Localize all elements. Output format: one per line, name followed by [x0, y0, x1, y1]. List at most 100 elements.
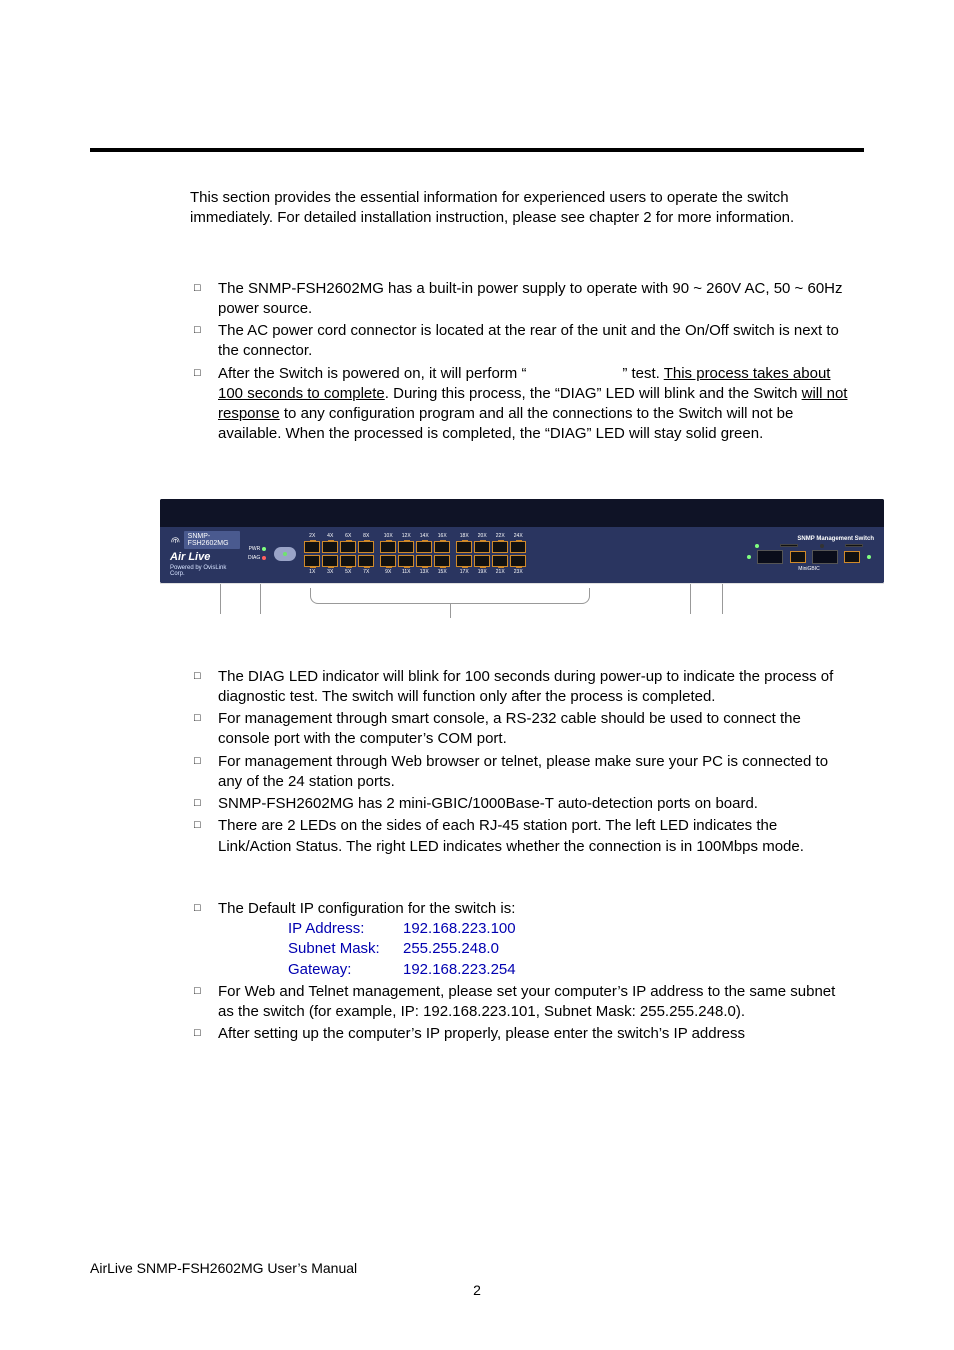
port-block: 10X12X14X16X 9X11X13X15X — [380, 533, 450, 575]
port-num: 23X — [510, 569, 526, 575]
port-num: 16X — [434, 533, 450, 539]
port-num: 19X — [474, 569, 490, 575]
page-root: This section provides the essential info… — [0, 0, 954, 1350]
status-led — [747, 555, 751, 559]
list-item: The Default IP configuration for the swi… — [190, 899, 854, 980]
list-item: SNMP-FSH2602MG has 2 mini-GBIC/1000Base-… — [190, 794, 854, 814]
port-num: 10X — [380, 533, 396, 539]
callout-line — [722, 584, 723, 614]
switch-top-panel — [160, 499, 884, 527]
status-led — [820, 544, 824, 548]
text-fragment: . During this process, the “DIAG” LED wi… — [385, 385, 802, 402]
brand-subtext: Powered by OvisLink Corp. — [170, 565, 240, 577]
rj45-port — [456, 541, 472, 553]
ip-config-list: The Default IP configuration for the swi… — [190, 899, 854, 1045]
callout-line — [690, 584, 691, 614]
rj45-port — [474, 555, 490, 567]
port-num: 7X — [358, 569, 374, 575]
front-panel-list: The DIAG LED indicator will blink for 10… — [190, 667, 854, 857]
callout-row — [160, 583, 884, 619]
port-num: 12X — [398, 533, 414, 539]
port-num: 11X — [398, 569, 414, 575]
list-item: For management through smart console, a … — [190, 709, 854, 750]
rj45-port — [434, 541, 450, 553]
port-num: 20X — [474, 533, 490, 539]
status-led — [867, 555, 871, 559]
port-block: 2X4X6X8X 1X3X5X7X — [304, 533, 374, 575]
gbic-slot — [812, 550, 838, 564]
port-num: 6X — [340, 533, 356, 539]
port-num: 14X — [416, 533, 432, 539]
model-label: SNMP-FSH2602MG — [184, 531, 240, 549]
header-rule — [90, 148, 864, 152]
rj45-port — [380, 555, 396, 567]
gbic-slot — [757, 550, 783, 564]
callout-line — [260, 584, 261, 614]
text-fragment: to any configuration program and all the… — [218, 405, 793, 442]
rj45-port — [416, 541, 432, 553]
text-fragment: After the Switch is powered on, it will … — [218, 365, 526, 382]
rj45-port — [322, 541, 338, 553]
page-number: 2 — [90, 1282, 864, 1298]
port-num: 9X — [380, 569, 396, 575]
rj45-port — [844, 551, 860, 563]
port-num: 13X — [416, 569, 432, 575]
brace-icon — [310, 588, 590, 604]
list-item: For Web and Telnet management, please se… — [190, 982, 854, 1023]
port-block: 18X20X22X24X 17X19X21X23X — [456, 533, 526, 575]
diag-led — [262, 556, 266, 560]
callout-line — [220, 584, 221, 614]
pwr-label: PWR — [249, 546, 261, 552]
footer: AirLive SNMP-FSH2602MG User’s Manual 2 — [90, 1260, 864, 1298]
rj45-port — [790, 551, 806, 563]
switch-face: SNMP-FSH2602MG Air Live Powered by OvisL… — [160, 527, 884, 583]
rj45-port — [340, 541, 356, 553]
port-num: 3X — [322, 569, 338, 575]
gateway-label: Gateway: — [288, 960, 403, 980]
text-fragment: ” test. — [622, 365, 663, 382]
list-item: For management through Web browser or te… — [190, 752, 854, 793]
port-num: 5X — [340, 569, 356, 575]
list-item: After setting up the computer’s IP prope… — [190, 1024, 854, 1044]
rj45-port — [358, 555, 374, 567]
diag-label: DIAG — [248, 555, 260, 561]
content-area: This section provides the essential info… — [190, 188, 854, 1045]
subnet-mask-value: 255.255.248.0 — [403, 939, 499, 959]
rj45-port — [398, 555, 414, 567]
gateway-value: 192.168.223.254 — [403, 960, 516, 980]
power-on-list: The SNMP-FSH2602MG has a built-in power … — [190, 279, 854, 445]
rj45-port — [492, 541, 508, 553]
rj45-port — [322, 555, 338, 567]
subnet-mask-label: Subnet Mask: — [288, 939, 403, 959]
rj45-port — [474, 541, 490, 553]
rj45-port — [510, 555, 526, 567]
rj45-port — [340, 555, 356, 567]
port-groups: 2X4X6X8X 1X3X5X7X 10X12X14X16X 9X11X13X1… — [304, 533, 736, 575]
ip-address-value: 192.168.223.100 — [403, 919, 516, 939]
rj45-port — [304, 541, 320, 553]
switch-figure: SNMP-FSH2602MG Air Live Powered by OvisL… — [160, 499, 884, 619]
port-num: 22X — [492, 533, 508, 539]
list-item: The AC power cord connector is located a… — [190, 321, 854, 362]
port-num: 15X — [434, 569, 450, 575]
antenna-icon — [170, 535, 181, 545]
rj45-port — [492, 555, 508, 567]
console-port — [274, 547, 296, 561]
gbic-panel: SNMP Management Switch — [744, 536, 874, 572]
slot-icon — [780, 544, 798, 547]
rj45-port — [434, 555, 450, 567]
text-fragment: The Default IP configuration for the swi… — [218, 900, 515, 917]
port-num: 4X — [322, 533, 338, 539]
status-led — [755, 544, 759, 548]
rj45-port — [358, 541, 374, 553]
list-item: After the Switch is powered on, it will … — [190, 364, 854, 445]
switch-chassis: SNMP-FSH2602MG Air Live Powered by OvisL… — [160, 499, 884, 583]
brand-logo: Air Live — [170, 551, 240, 563]
slot-icon — [845, 544, 863, 547]
ip-address-label: IP Address: — [288, 919, 403, 939]
callout-line — [450, 604, 451, 618]
rj45-port — [398, 541, 414, 553]
rj45-port — [304, 555, 320, 567]
footer-text: AirLive SNMP-FSH2602MG User’s Manual — [90, 1260, 864, 1276]
port-num: 1X — [304, 569, 320, 575]
